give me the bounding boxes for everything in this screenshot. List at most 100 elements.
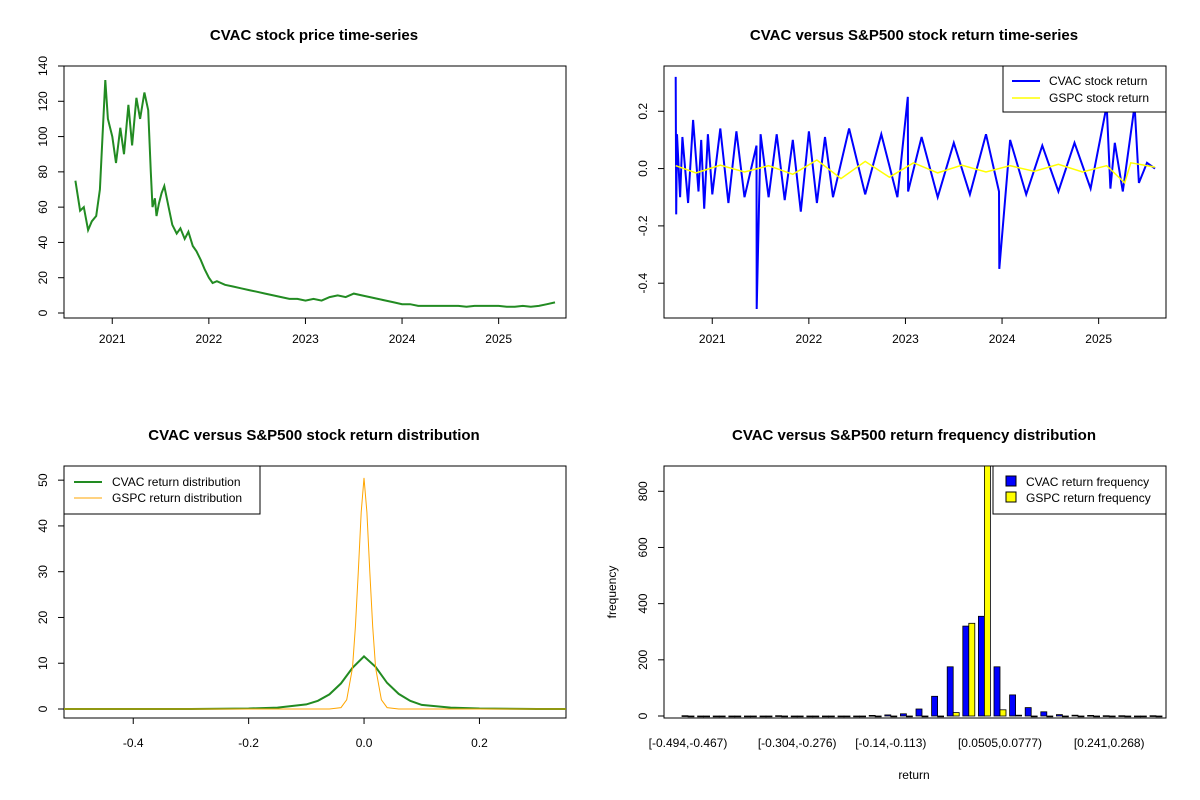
y-tick-label: 0: [636, 712, 650, 719]
x-tick-label: [0.241,0.268): [1074, 736, 1145, 750]
cvac-frequency-bar: [1134, 715, 1141, 718]
cvac-frequency-bar: [681, 715, 689, 717]
gspc-frequency-bar: [750, 715, 757, 718]
return-frequency-panel: CVAC versus S&P500 return frequency dist…: [605, 427, 1167, 782]
cvac-frequency-bar: [915, 708, 923, 717]
gspc-frequency-bar: [1108, 715, 1116, 718]
cvac-frequency-bar: [822, 715, 829, 718]
gspc-frequency-bar: [1155, 715, 1163, 718]
x-tick-label: [-0.494,-0.467): [649, 736, 728, 750]
return-frequency-title: CVAC versus S&P500 return frequency dist…: [732, 427, 1096, 444]
y-tick-label: 50: [36, 473, 50, 487]
gspc-frequency-bar: [1046, 715, 1054, 718]
legend-label-gspc: GSPC stock return: [1049, 91, 1149, 105]
x-tick-label: [-0.304,-0.276): [758, 736, 837, 750]
return-distribution-plot-box: [63, 465, 567, 719]
cvac-frequency-bar: [868, 715, 876, 717]
y-tick-label: 600: [636, 537, 650, 557]
y-tick-label: -0.2: [636, 215, 650, 236]
gspc-frequency-bar: [1077, 715, 1085, 718]
x-tick-label: -0.2: [238, 736, 259, 750]
return-frequency-ylabel: frequency: [605, 566, 619, 619]
cvac-frequency-bar: [1149, 715, 1157, 717]
gspc-frequency-bar: [796, 715, 804, 718]
gspc-frequency-bar: [968, 622, 976, 717]
gspc-frequency-bar: [843, 715, 851, 718]
return-distribution-series: [64, 477, 566, 710]
price-chart-plot-box: [63, 65, 567, 319]
gspc-frequency-bar: [1030, 715, 1038, 718]
y-tick-label: 0: [36, 309, 50, 316]
cvac-frequency-bar: [900, 713, 907, 717]
y-tick-label: 20: [36, 610, 50, 624]
gspc-frequency-bar: [781, 715, 788, 718]
cvac-frequency-bar: [1071, 714, 1079, 717]
gspc-frequency-bar: [812, 715, 820, 718]
legend-box: [992, 465, 1167, 515]
x-tick-label: 2022: [195, 332, 222, 346]
legend-label-cvac: CVAC stock return: [1049, 74, 1147, 88]
legend-swatch-cvac: [1005, 475, 1017, 487]
cvac-frequency-bar: [837, 715, 845, 718]
cvac-frequency-bar: [1009, 694, 1016, 717]
price-chart-axes: 2021 2022 2023 2024 2025 0 20 40 60 80 100 120 140: [36, 56, 512, 346]
cvac-frequency-bar: [993, 666, 1001, 717]
return-timeseries-panel: CVAC versus S&P500 stock return time-ser…: [636, 27, 1167, 346]
y-tick-label: 20: [36, 271, 50, 285]
y-tick-label: -0.4: [636, 273, 650, 294]
cvac-frequency-bar: [697, 715, 704, 718]
cvac-frequency-bar: [790, 715, 798, 718]
cvac-frequency-bar: [744, 715, 751, 718]
cvac-frequency-bar: [1056, 714, 1063, 717]
x-tick-label: 2024: [989, 332, 1016, 346]
y-tick-label: 0: [36, 705, 50, 712]
x-tick-label: 2025: [1085, 332, 1112, 346]
cvac-frequency-bar: [931, 695, 938, 717]
gspc-frequency-bar: [1093, 715, 1100, 718]
y-tick-label: 120: [36, 91, 50, 111]
legend-swatch-gspc: [1005, 491, 1017, 503]
y-tick-label: 140: [36, 56, 50, 76]
y-tick-label: 80: [36, 165, 50, 179]
cvac-density-line: [64, 655, 566, 710]
price-chart-title: CVAC stock price time-series: [210, 27, 418, 44]
y-tick-label: 60: [36, 200, 50, 214]
y-tick-label: 10: [36, 656, 50, 670]
cvac-return-line: [674, 76, 1156, 310]
x-tick-label: 0.0: [356, 736, 373, 750]
return-distribution-title: CVAC versus S&P500 stock return distribu…: [148, 427, 479, 444]
gspc-frequency-bar: [999, 709, 1007, 717]
cvac-frequency-bar: [946, 666, 954, 717]
gspc-frequency-bar: [874, 715, 882, 718]
legend-label-cvac: CVAC return frequency: [1026, 475, 1149, 489]
price-chart-panel: CVAC stock price time-series 2021 2022 202…: [36, 27, 567, 346]
cvac-frequency-bar: [712, 715, 720, 718]
gspc-frequency-bar: [718, 715, 726, 718]
gspc-frequency-bar: [828, 715, 835, 718]
x-tick-label: 2023: [292, 332, 319, 346]
return-frequency-legend: CVAC return frequency GSPC return freque…: [992, 465, 1167, 515]
price-line: [74, 80, 556, 308]
gspc-frequency-bar: [1140, 715, 1147, 718]
gspc-frequency-bar: [952, 712, 960, 717]
cvac-frequency-bar: [759, 715, 767, 718]
x-tick-label: 2025: [485, 332, 512, 346]
legend-label-cvac: CVAC return distribution: [112, 475, 241, 489]
return-timeseries-legend: CVAC stock return GSPC stock return: [1002, 65, 1167, 113]
gspc-frequency-bar: [734, 715, 742, 718]
x-tick-label: [-0.14,-0.113): [855, 736, 926, 750]
return-timeseries-axes: 2021 2022 2023 2024 2025 -0.4 -0.2 0.0 0.2: [636, 103, 1112, 346]
cvac-frequency-bar: [1040, 711, 1048, 717]
cvac-frequency-bar: [853, 715, 860, 718]
return-frequency-axes: 0 200 400 600 800 [-0.494,-0.467) [-0.304,-0.2…: [636, 481, 1145, 750]
y-tick-label: 0.0: [636, 160, 650, 177]
gspc-frequency-bar: [765, 715, 773, 718]
return-frequency-xlabel: return: [898, 768, 929, 782]
return-frequency-plot-box: [663, 465, 1167, 719]
y-tick-label: 100: [36, 126, 50, 146]
x-tick-label: 2024: [389, 332, 416, 346]
gspc-frequency-bar: [1015, 714, 1022, 717]
y-tick-label: 400: [636, 593, 650, 613]
cvac-frequency-bar: [806, 715, 814, 718]
